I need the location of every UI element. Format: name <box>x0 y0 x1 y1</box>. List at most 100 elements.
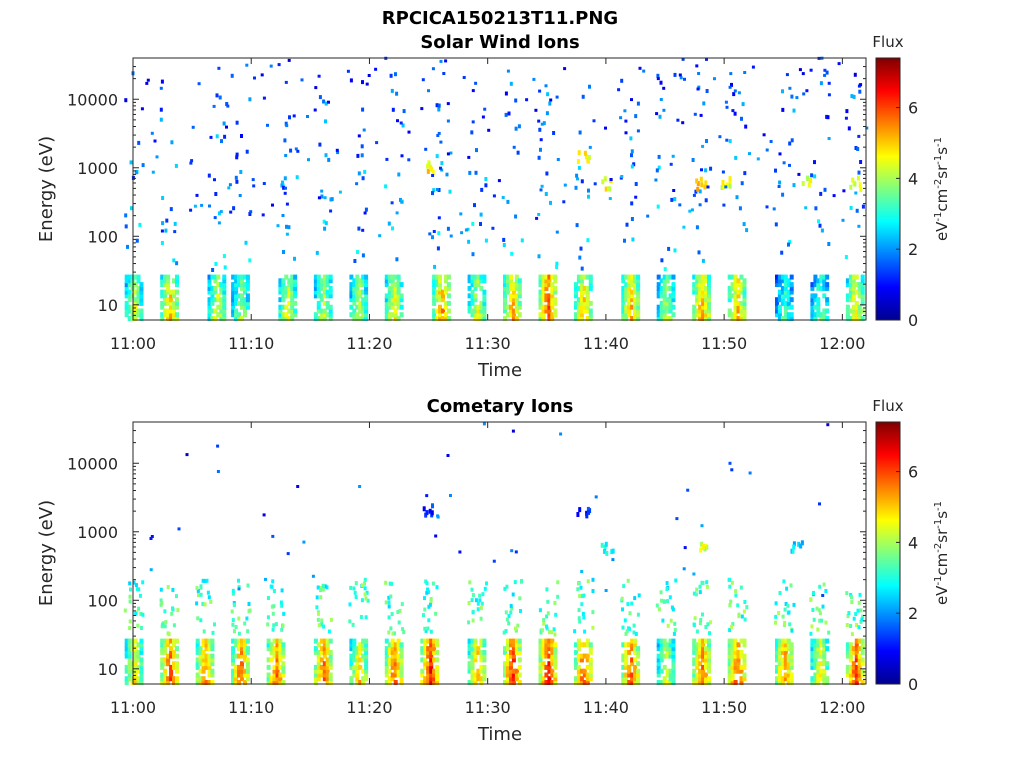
flux-cell <box>361 228 365 232</box>
flux-cell <box>133 312 138 318</box>
flux-cell <box>821 594 825 597</box>
flux-cell <box>692 316 697 321</box>
flux-cell <box>783 607 787 612</box>
flux-cell <box>437 103 441 108</box>
flux-cell <box>426 680 431 685</box>
flux-cell <box>425 510 429 516</box>
flux-cell <box>328 649 333 655</box>
flux-cell <box>362 128 366 132</box>
flux-cell <box>853 72 857 77</box>
flux-cell <box>243 282 247 288</box>
flux-cell <box>160 316 165 321</box>
flux-cell <box>349 680 354 685</box>
flux-cell <box>363 211 367 215</box>
cometary-x-label: Time <box>477 724 522 745</box>
flux-cell <box>789 649 794 655</box>
flux-cell <box>656 293 661 299</box>
flux-cell <box>822 680 827 685</box>
x-tick-label: 11:40 <box>583 334 629 353</box>
flux-cell <box>668 668 673 674</box>
flux-cell <box>271 203 274 207</box>
flux-cell <box>730 580 734 585</box>
flux-cell <box>742 289 747 295</box>
flux-cell <box>857 646 862 652</box>
flux-cell <box>319 308 324 314</box>
flux-cell <box>725 138 729 142</box>
flux-cell <box>550 661 555 667</box>
flux-cell <box>744 124 748 129</box>
flux-cell <box>195 672 200 678</box>
flux-cell <box>674 578 678 583</box>
flux-cell <box>420 646 425 652</box>
flux-cell <box>580 602 584 607</box>
flux-cell <box>435 668 440 674</box>
flux-cell <box>636 676 641 682</box>
flux-cell <box>550 282 555 288</box>
flux-cell <box>361 80 364 85</box>
flux-cell <box>387 289 392 295</box>
flux-cell <box>584 154 588 160</box>
flux-cell <box>210 657 215 663</box>
flux-cell <box>237 312 241 318</box>
flux-cell <box>204 664 209 670</box>
flux-cell <box>433 264 437 269</box>
flux-cell <box>782 161 786 165</box>
flux-cell <box>818 584 822 589</box>
flux-cell <box>854 668 859 674</box>
flux-cell <box>786 676 791 682</box>
flux-cell <box>579 293 584 299</box>
flux-cell <box>161 221 165 226</box>
flux-cell <box>436 514 440 518</box>
flux-cell <box>509 610 513 615</box>
flux-cell <box>431 235 434 240</box>
flux-cell <box>626 578 630 583</box>
flux-cell <box>160 304 165 310</box>
flux-cell <box>783 661 788 667</box>
flux-cell <box>638 66 642 70</box>
flux-cell <box>387 649 392 655</box>
flux-cell <box>293 312 298 318</box>
flux-cell <box>266 664 271 670</box>
flux-cell <box>544 285 549 291</box>
flux-cell <box>783 300 788 306</box>
flux-cell <box>163 676 168 682</box>
flux-cell <box>728 577 732 582</box>
flux-cell <box>665 680 670 685</box>
flux-cell <box>656 274 661 280</box>
flux-cell <box>358 649 363 655</box>
flux-cell <box>352 642 357 648</box>
flux-cell <box>810 657 815 663</box>
flux-cell <box>630 672 635 678</box>
flux-cell <box>553 646 558 652</box>
flux-cell <box>739 285 744 291</box>
flux-cell <box>701 258 705 263</box>
flux-cell <box>819 661 824 667</box>
flux-cell <box>399 642 404 648</box>
flux-cell <box>159 117 163 122</box>
flux-cell <box>293 293 298 299</box>
flux-cell <box>621 657 626 663</box>
flux-cell <box>346 69 350 73</box>
flux-cell <box>505 617 509 622</box>
flux-cell <box>786 603 790 608</box>
flux-cell <box>585 638 590 644</box>
flux-cell <box>701 144 705 148</box>
flux-cell <box>349 646 354 652</box>
flux-cell <box>363 592 367 597</box>
flux-cell <box>139 646 144 652</box>
flux-cell <box>338 190 342 194</box>
flux-cell <box>825 274 830 280</box>
flux-cell <box>435 188 439 191</box>
flux-cell <box>203 579 207 583</box>
flux-cell <box>325 680 330 685</box>
flux-cell <box>777 293 782 299</box>
flux-cell <box>707 285 711 291</box>
flux-cell <box>387 600 391 605</box>
flux-cell <box>222 282 227 288</box>
flux-cell <box>810 676 815 682</box>
flux-cell <box>695 587 699 592</box>
flux-cell <box>134 583 138 588</box>
flux-cell <box>325 304 330 310</box>
flux-cell <box>819 638 824 644</box>
flux-cell <box>777 611 781 615</box>
